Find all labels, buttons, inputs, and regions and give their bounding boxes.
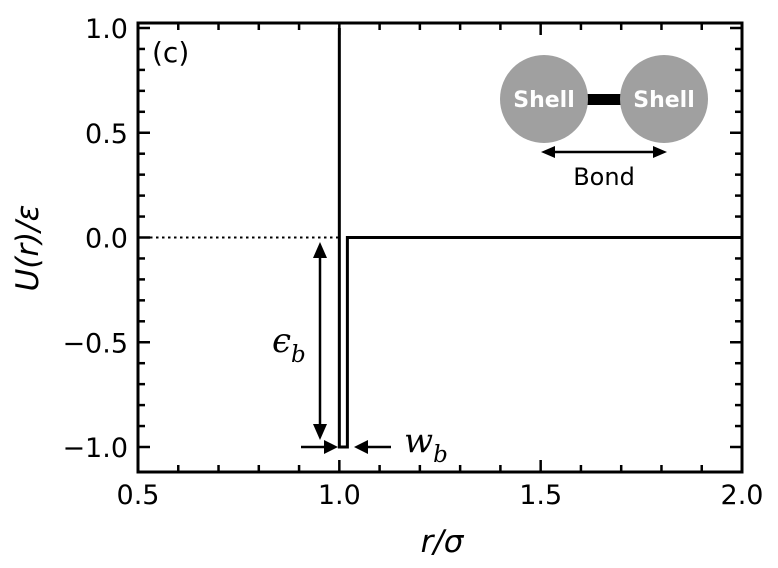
inset-right-bead-label: Shell <box>633 88 695 113</box>
width-arrow-left-head <box>324 440 338 454</box>
y-tick-label: 0.5 <box>85 119 128 150</box>
panel-label: (c) <box>152 36 189 69</box>
inset-bond-bar <box>582 94 626 105</box>
tick-labels: 0.5 1.0 1.5 2.0 −1.0 −0.5 0.0 0.5 1.0 <box>62 14 763 511</box>
depth-label: ϵb <box>272 321 306 368</box>
inset-left-bead <box>500 55 588 143</box>
x-tick-label: 0.5 <box>117 480 160 511</box>
series-layer <box>138 28 742 449</box>
x-tick-label: 1.0 <box>318 480 361 511</box>
y-tick-label: 1.0 <box>85 14 128 45</box>
potential-curve <box>337 28 742 449</box>
inset-bond-arrow-left-head <box>541 146 555 158</box>
dumbbell-inset: Shell Shell Bond <box>500 55 708 191</box>
x-tick-label: 2.0 <box>721 480 764 511</box>
depth-arrow-head-bottom <box>313 424 327 440</box>
axis-ticks <box>136 23 744 472</box>
depth-arrow-head-top <box>313 242 327 258</box>
y-tick-label: −1.0 <box>62 433 128 464</box>
width-label: wb <box>404 421 448 468</box>
depth-annotation: ϵb <box>272 242 327 440</box>
width-annotation: wb <box>301 421 448 468</box>
inset-left-bead-label: Shell <box>513 88 575 113</box>
width-arrow-right-head <box>354 440 368 454</box>
y-tick-label: −0.5 <box>62 328 128 359</box>
plot-frame <box>136 21 744 474</box>
y-axis-title: U(r)/ε <box>10 205 46 292</box>
x-axis-title: r/σ <box>421 524 465 560</box>
inset-bond-arrow-right-head <box>653 146 667 158</box>
inset-bond-label: Bond <box>573 163 635 191</box>
y-tick-label: 0.0 <box>85 224 128 255</box>
x-tick-label: 1.5 <box>519 480 562 511</box>
inset-right-bead <box>620 55 708 143</box>
